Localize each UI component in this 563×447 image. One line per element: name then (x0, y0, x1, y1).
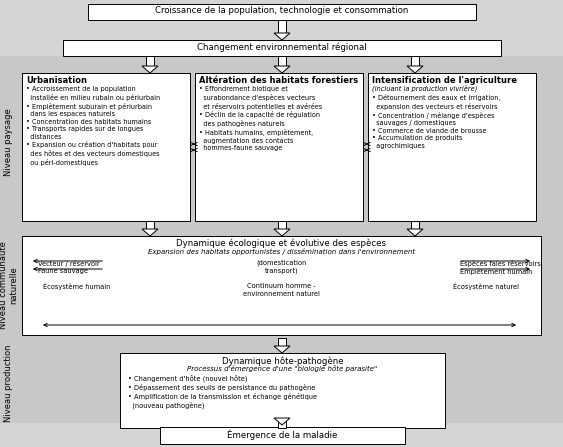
Text: Dynamique écologique et évolutive des espèces: Dynamique écologique et évolutive des es… (176, 239, 387, 249)
Text: Intensification de l'agriculture: Intensification de l'agriculture (372, 76, 517, 85)
Text: (domestication: (domestication (256, 260, 307, 266)
Text: Dynamique hôte-pathogène: Dynamique hôte-pathogène (222, 356, 343, 366)
Bar (368, 73, 536, 221)
Polygon shape (407, 229, 423, 236)
Bar (278, 338, 286, 346)
Polygon shape (142, 229, 158, 236)
Text: transport): transport) (265, 268, 298, 274)
Bar (160, 427, 405, 444)
Polygon shape (142, 66, 158, 73)
Text: • Accroissement de la population
  installée en milieu rubain ou périurbain
• Em: • Accroissement de la population install… (26, 86, 160, 166)
Text: Continuum homme -: Continuum homme - (247, 283, 316, 289)
Text: Urbanisation: Urbanisation (26, 76, 87, 85)
Bar (0, 228, 563, 343)
Polygon shape (274, 346, 290, 353)
Bar (411, 221, 419, 229)
Text: Expansion des habitats opportunistes / dissémination dans l'environnement: Expansion des habitats opportunistes / d… (148, 248, 415, 255)
Text: • Effondrement biotique et
  surabondance d'espèces vecteurs
  et réservoirs pot: • Effondrement biotique et surabondance … (199, 86, 322, 151)
Text: (incluant la production vivrière): (incluant la production vivrière) (372, 85, 477, 93)
Text: • Changement d'hôte (nouvel hôte)
• Dépassement des seuils de persistance du pat: • Changement d'hôte (nouvel hôte) • Dépa… (128, 375, 317, 409)
Bar (0, 343, 563, 423)
Bar (195, 73, 363, 221)
Text: Empiètement humain: Empiètement humain (460, 268, 533, 275)
Bar (146, 221, 154, 229)
Text: environnement naturel: environnement naturel (243, 291, 320, 297)
Bar (22, 73, 190, 221)
Bar (22, 236, 541, 335)
Text: Espèces fales réservoirs: Espèces fales réservoirs (460, 260, 540, 267)
Bar (278, 221, 286, 229)
Bar (146, 56, 154, 66)
Bar (0, 56, 563, 228)
Bar (278, 56, 286, 66)
Polygon shape (274, 33, 290, 40)
Bar (278, 20, 286, 33)
Polygon shape (274, 418, 290, 425)
Text: Émergence de la maladie: Émergence de la maladie (227, 429, 338, 439)
Text: Écosystème humain: Écosystème humain (43, 283, 111, 291)
Text: Niveau paysage: Niveau paysage (5, 108, 14, 176)
Text: • Détournement des eaux et irrigation,
  expansion des vecteurs et réservoirs
• : • Détournement des eaux et irrigation, e… (372, 94, 501, 148)
Polygon shape (407, 66, 423, 73)
Text: Vecteur / réservoir: Vecteur / réservoir (38, 260, 100, 267)
Bar (88, 4, 476, 20)
Polygon shape (274, 66, 290, 73)
Text: Faune sauvage: Faune sauvage (38, 268, 88, 274)
Text: Changement environnemental régional: Changement environnemental régional (197, 42, 367, 51)
Bar (278, 418, 286, 428)
Polygon shape (274, 229, 290, 236)
Text: Écosystème naturel: Écosystème naturel (453, 283, 519, 291)
Text: Altération des habitats forestiers: Altération des habitats forestiers (199, 76, 358, 85)
Text: Niveau communauté
naturelle: Niveau communauté naturelle (0, 241, 19, 329)
Text: Processus d'émergence d'une "biologie hôte parasite": Processus d'émergence d'une "biologie hô… (187, 365, 378, 372)
Bar (63, 40, 501, 56)
Bar (120, 353, 445, 428)
Text: Niveau production: Niveau production (5, 344, 14, 422)
Bar (411, 56, 419, 66)
Text: Croissance de la population, technologie et consommation: Croissance de la population, technologie… (155, 6, 409, 15)
